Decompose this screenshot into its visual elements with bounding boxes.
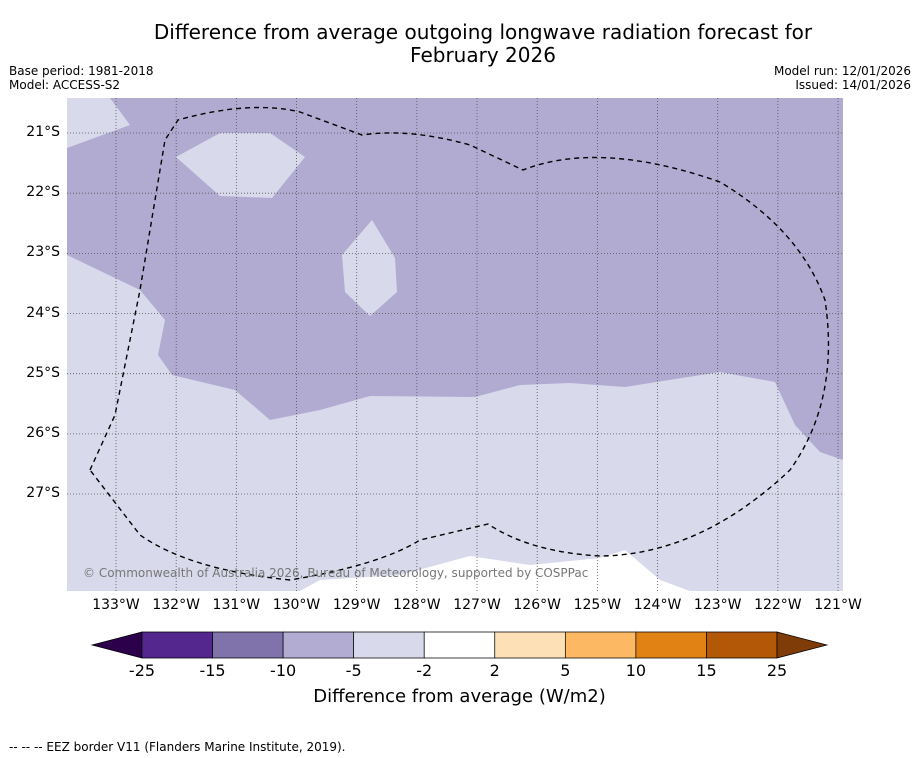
longitude-tick-label: 125°W (573, 597, 622, 613)
colorbar-segment (494, 631, 566, 659)
colorbar-tick-label: -15 (199, 661, 226, 680)
colorbar-over-extension (776, 631, 829, 659)
latitude-tick-label: 22°S (26, 184, 60, 201)
model-name: Model: ACCESS-S2 (9, 78, 121, 92)
eez-border (89, 106, 830, 581)
colorbar-title: Difference from average (W/m2) (313, 686, 606, 707)
colorbar-tick-label: 25 (766, 661, 788, 680)
anomaly-region-minus5-to-minus2 (67, 98, 130, 148)
issued-date: Issued: 14/01/2026 (795, 78, 911, 92)
colorbar-segment (635, 631, 707, 659)
eez-footnote: -- -- -- EEZ border V11 (Flanders Marine… (9, 740, 346, 754)
anomaly-region-minus5-to-minus2 (342, 220, 397, 316)
latitude-tick-label: 26°S (26, 424, 60, 441)
latitude-tick-label: 27°S (26, 485, 60, 502)
latitude-tick-label: 23°S (26, 244, 60, 261)
colorbar-segment (706, 631, 778, 659)
longitude-tick-label: 129°W (332, 597, 381, 613)
colorbar-segment (212, 631, 284, 659)
longitude-tick-label: 131°W (212, 597, 261, 613)
map-title-line1: Difference from average outgoing longwav… (153, 20, 813, 44)
anomaly-region-near-average (300, 550, 690, 591)
latitude-tick-label: 24°S (26, 304, 60, 321)
latitude-tick-label: 21°S (26, 124, 60, 140)
colorbar-tick-label: -10 (270, 661, 297, 680)
longitude-tick-label: 124°W (633, 597, 682, 613)
anomaly-region-minus5-to-minus2 (176, 133, 305, 198)
colorbar-tick-label: -5 (345, 661, 362, 680)
colorbar-under-extension (90, 631, 143, 659)
colorbar-segment (353, 631, 425, 659)
base-period: Base period: 1981-2018 (9, 64, 154, 78)
copyright-notice: © Commonwealth of Australia 2026, Bureau… (83, 566, 589, 580)
longitude-tick-label: 133°W (92, 597, 140, 613)
latitude-tick-label: 25°S (26, 364, 60, 381)
colorbar-tick-label: 15 (696, 661, 717, 680)
colorbar-tick-label: 10 (625, 661, 647, 680)
colorbar-segment (282, 631, 355, 659)
longitude-tick-label: 126°W (513, 597, 561, 613)
colorbar-tick-label: -25 (128, 661, 156, 680)
colorbar-tick-label: 5 (560, 661, 571, 680)
colorbar-segment (423, 631, 496, 659)
longitude-tick-label: 122°W (754, 597, 802, 613)
colorbar-tick-label: 2 (489, 661, 500, 680)
longitude-tick-label: 127°W (453, 597, 501, 613)
map-title-line2: February 2026 (410, 43, 556, 67)
longitude-tick-label: 123°W (693, 597, 742, 613)
longitude-tick-label: 132°W (152, 597, 200, 613)
colorbar-tick-label: -2 (416, 661, 433, 680)
colorbar-segment (564, 631, 637, 659)
colorbar-segment (141, 631, 213, 659)
model-run: Model run: 12/01/2026 (773, 64, 911, 78)
longitude-tick-label: 130°W (272, 597, 321, 613)
longitude-tick-label: 121°W (814, 597, 862, 613)
longitude-tick-label: 128°W (393, 597, 441, 613)
anomaly-region-minus5-to-minus2 (67, 255, 843, 591)
